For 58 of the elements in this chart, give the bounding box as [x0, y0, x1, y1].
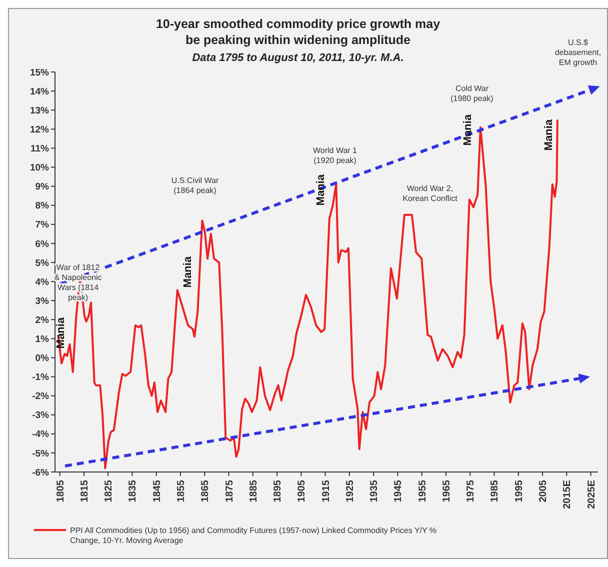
y-tick-label: 2% [35, 314, 50, 326]
x-tick-label: 1855 [176, 480, 187, 502]
y-tick-label: 4% [35, 276, 50, 288]
y-tick-label: -3% [32, 410, 50, 422]
y-tick-label: 13% [30, 105, 50, 116]
annotation: World War 1 (1920 peak) [312, 146, 358, 165]
y-tick-label: 3% [35, 296, 50, 307]
legend-label: PPI All Commodities (Up to 1956) and Commodity Futures (1957-now) Linked Commodity Prices Y/Y % Change, 10-Yr. Moving Average [70, 526, 437, 545]
x-tick-label: 1835 [128, 480, 139, 502]
x-tick-label: 1815 [79, 480, 90, 502]
y-tick-label: 15% [30, 67, 50, 78]
x-tick-label: 1965 [441, 480, 452, 502]
x-tick-label: 1905 [296, 480, 308, 502]
y-tick-label: 6% [35, 238, 50, 250]
annotation: World War 2, Korean Conflict [402, 184, 458, 203]
x-tick-label: 1945 [393, 480, 404, 502]
y-tick-label: -4% [32, 429, 50, 440]
y-tick-label: 12% [30, 124, 50, 136]
x-tick-label: 1925 [344, 480, 356, 502]
y-tick-label: -2% [32, 391, 50, 402]
y-tick-label: 14% [30, 86, 50, 98]
y-tick-label: 5% [35, 258, 50, 269]
annotation: Cold War (1980 peak) [450, 84, 494, 103]
y-tick-label: 0% [35, 353, 50, 364]
x-tick-label: 1825 [104, 480, 115, 502]
x-tick-label: 1975 [466, 480, 477, 502]
y-tick-label: 9% [35, 182, 50, 193]
chart-subtitle: Data 1795 to August 10, 2011, 10-yr. M.A. [192, 52, 404, 64]
y-tick-label: 10% [30, 162, 50, 174]
annotation: Mania [542, 118, 555, 151]
x-tick-label: 2025E [586, 480, 598, 509]
annotation: Mania [182, 256, 194, 288]
x-tick-label: 1885 [248, 480, 260, 502]
y-tick-label: -5% [32, 448, 50, 460]
x-tick-label: 1995 [514, 480, 525, 502]
x-tick-label: 1895 [272, 480, 284, 502]
y-tick-label: 11% [30, 144, 50, 155]
annotation: Mania [462, 114, 474, 146]
y-tick-label: -1% [32, 372, 50, 384]
x-tick-label: 1805 [55, 480, 66, 502]
x-tick-label: 2005 [538, 480, 549, 502]
text: U.S.$ debasement, EM growth [554, 38, 602, 67]
annotation: U.S.Civil War (1864 peak) [171, 176, 219, 195]
x-tick-label: 1865 [200, 480, 212, 502]
y-tick-label: 8% [35, 200, 50, 212]
x-tick-label: 1985 [490, 480, 501, 502]
x-tick-label: 1935 [369, 480, 380, 502]
x-tick-label: 1875 [224, 480, 236, 502]
x-tick-label: 1845 [152, 480, 163, 502]
x-tick-label: 2015E [562, 480, 574, 509]
x-tick-label: 1915 [320, 480, 332, 502]
y-tick-label: -6% [32, 467, 50, 478]
x-tick-label: 1955 [417, 480, 428, 502]
y-tick-label: 1% [35, 334, 50, 345]
chart-title: 10-year smoothed commodity price growth may be peaking within widening amplitude [156, 17, 440, 47]
y-tick-label: 7% [35, 220, 50, 231]
annotation: Mania [314, 174, 327, 206]
annotation: Mania [54, 316, 67, 349]
